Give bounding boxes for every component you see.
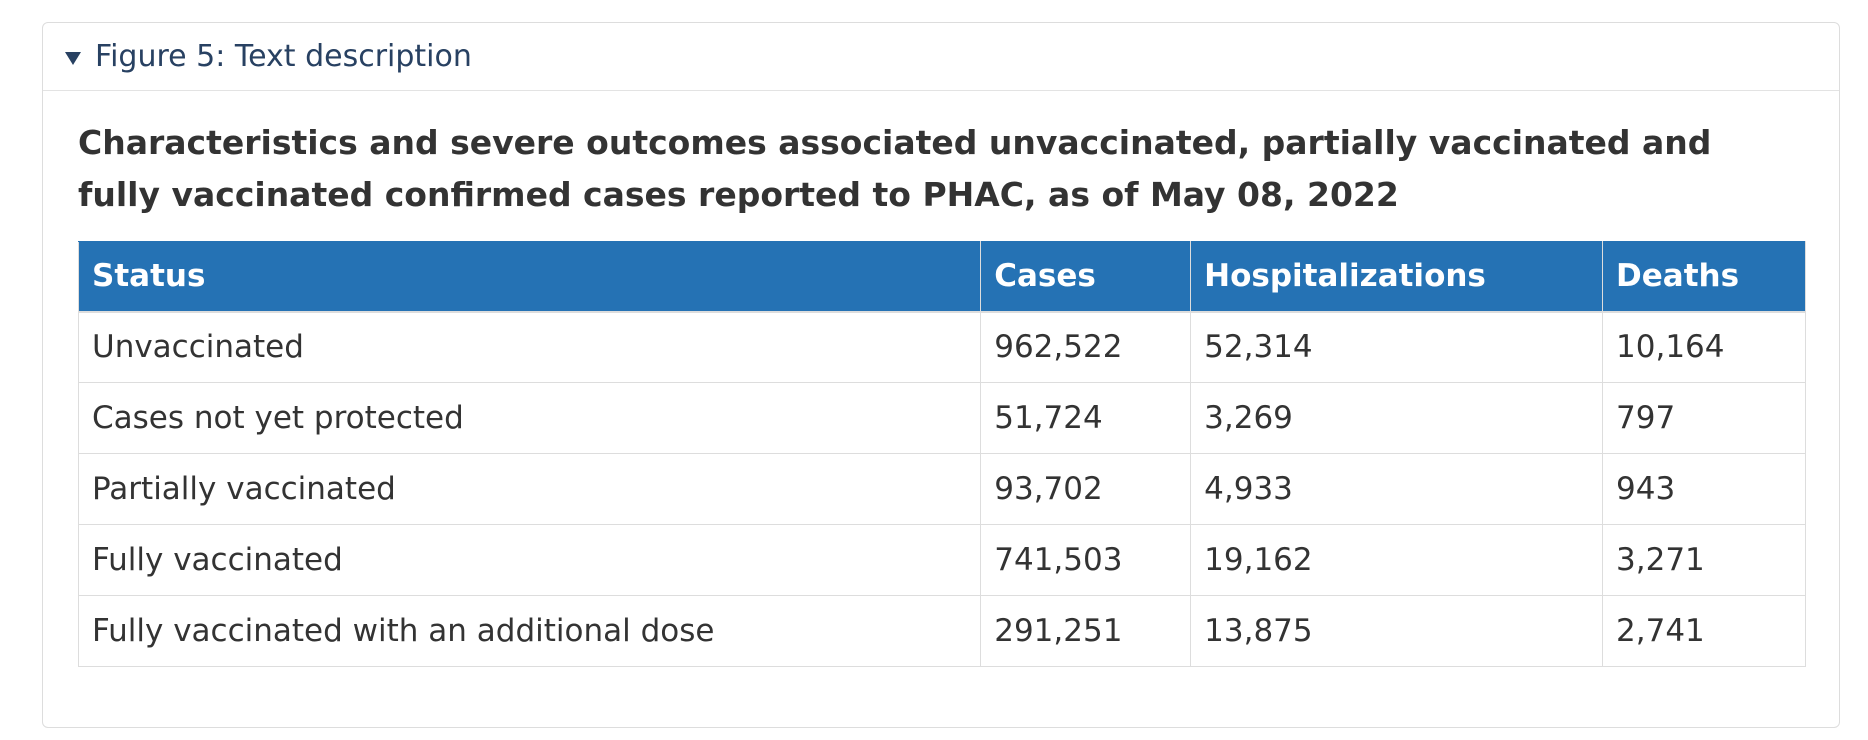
- cell-hospitalizations: 4,933: [1190, 453, 1604, 525]
- cell-hospitalizations: 13,875: [1190, 595, 1604, 667]
- header-deaths: Deaths: [1602, 241, 1806, 312]
- cell-cases: 51,724: [980, 382, 1192, 454]
- cell-status: Cases not yet protected: [77, 382, 982, 454]
- outcomes-table: Status Cases Hospitalizations Deaths Unv…: [77, 241, 1806, 667]
- cell-status: Partially vaccinated: [77, 453, 982, 525]
- table-row: Fully vaccinated with an additional dose…: [77, 595, 1806, 667]
- table-row: Partially vaccinated 93,702 4,933 943: [77, 453, 1806, 525]
- caret-down-icon: [65, 51, 81, 65]
- cell-hospitalizations: 19,162: [1190, 524, 1604, 596]
- table-row: Cases not yet protected 51,724 3,269 797: [77, 382, 1806, 454]
- table-row: Unvaccinated 962,522 52,314 10,164: [77, 310, 1806, 383]
- cell-cases: 962,522: [980, 310, 1192, 383]
- summary-label: Figure 5: Text description: [95, 39, 472, 74]
- cell-cases: 741,503: [980, 524, 1192, 596]
- figure-5-text-description-toggle[interactable]: Figure 5: Text description: [43, 23, 1839, 91]
- details-content: Characteristics and severe outcomes asso…: [43, 117, 1839, 667]
- cell-status: Unvaccinated: [77, 310, 982, 383]
- cell-hospitalizations: 52,314: [1190, 310, 1604, 383]
- header-hospitalizations: Hospitalizations: [1190, 241, 1604, 312]
- text-description-details: Figure 5: Text description Characteristi…: [42, 22, 1840, 728]
- table-caption: Characteristics and severe outcomes asso…: [78, 123, 1712, 214]
- cell-deaths: 2,741: [1602, 595, 1806, 667]
- cell-cases: 93,702: [980, 453, 1192, 525]
- cell-status: Fully vaccinated: [77, 524, 982, 596]
- cell-hospitalizations: 3,269: [1190, 382, 1604, 454]
- cell-cases: 291,251: [980, 595, 1192, 667]
- table-row: Fully vaccinated 741,503 19,162 3,271: [77, 524, 1806, 596]
- cell-deaths: 943: [1602, 453, 1806, 525]
- cell-status: Fully vaccinated with an additional dose: [77, 595, 982, 667]
- table-header-row: Status Cases Hospitalizations Deaths: [77, 241, 1806, 312]
- cell-deaths: 10,164: [1602, 310, 1806, 383]
- cell-deaths: 797: [1602, 382, 1806, 454]
- header-status: Status: [77, 241, 982, 312]
- cell-deaths: 3,271: [1602, 524, 1806, 596]
- header-cases: Cases: [980, 241, 1192, 312]
